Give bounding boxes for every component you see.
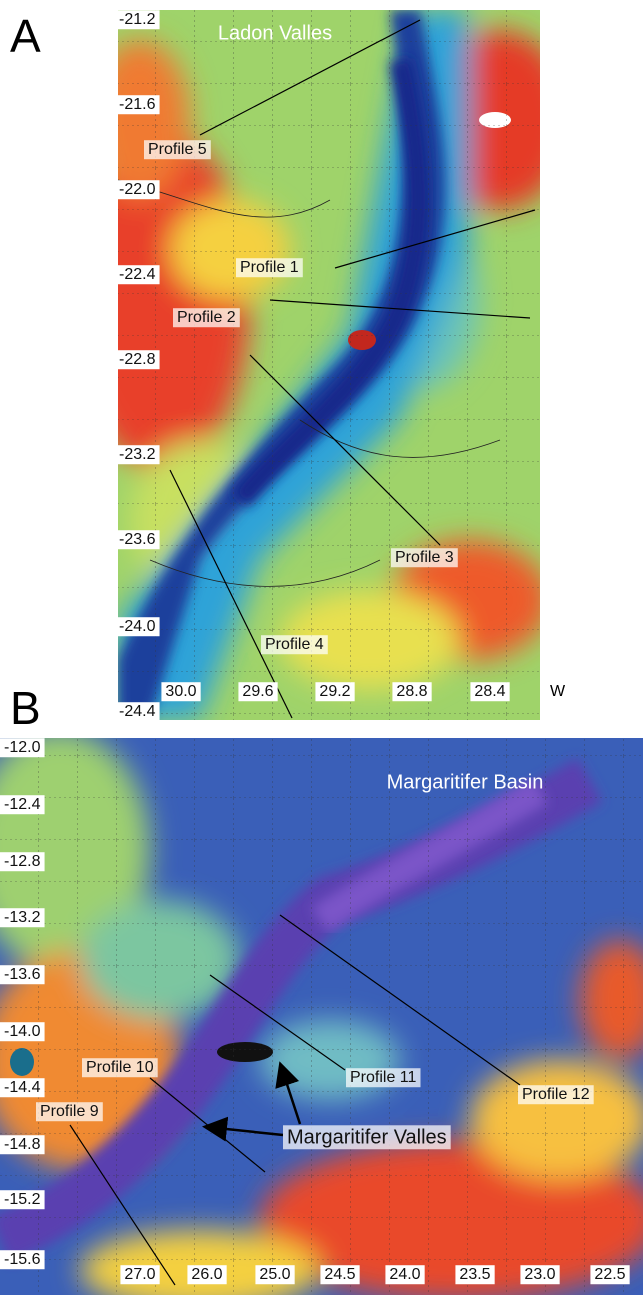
map-title: Ladon Valles (218, 22, 332, 44)
profile-label: Profile 3 (395, 549, 454, 566)
profile-lines-b (69, 914, 521, 1286)
lat-label: -22.0 (119, 181, 156, 198)
lat-label: -13.2 (4, 909, 41, 926)
profile-label: Profile 4 (265, 636, 324, 653)
lat-label-box (115, 445, 160, 465)
lat-label-box (0, 1135, 45, 1155)
lat-label-box (115, 265, 160, 285)
profile-label-box (236, 258, 303, 278)
panel-letter: B (10, 682, 41, 734)
annotation-box (283, 1125, 451, 1150)
lon-label: 26.0 (191, 1266, 222, 1283)
map-title: Margaritifer Basin (387, 771, 544, 793)
profile-label: Profile 11 (350, 1069, 417, 1086)
profile-label-box (144, 140, 211, 160)
lat-label: -12.8 (4, 853, 41, 870)
profile-label-box (173, 308, 240, 328)
lat-label: -15.2 (4, 1191, 41, 1208)
lat-label-box (0, 1022, 45, 1042)
lon-label: 24.0 (389, 1266, 420, 1283)
lon-label: 28.4 (474, 683, 505, 700)
lon-label: 27.0 (124, 1266, 155, 1283)
profile-label: Profile 5 (148, 141, 207, 158)
lat-label-box (115, 617, 160, 637)
lat-label-box (0, 795, 45, 815)
profile-label-box (346, 1068, 421, 1088)
lat-label: -23.2 (119, 446, 156, 463)
lat-label: -21.6 (119, 96, 156, 113)
lon-unit: W (550, 683, 566, 700)
lat-label: -23.6 (119, 531, 156, 548)
lon-label-box (455, 1265, 495, 1285)
lat-label: -12.4 (4, 796, 41, 813)
lat-label-box (115, 702, 160, 722)
lat-label-box (115, 180, 160, 200)
profile-label-box (518, 1085, 594, 1105)
lon-label: 24.5 (324, 1266, 355, 1283)
lon-label-box (520, 1265, 560, 1285)
lat-label-box (0, 965, 45, 985)
lon-label: 29.6 (242, 683, 273, 700)
lat-label-box (0, 1078, 45, 1098)
lon-label-box (392, 682, 432, 702)
lat-label: -24.4 (119, 703, 156, 720)
profile-label: Profile 1 (240, 259, 299, 276)
panel-letter: A (10, 10, 41, 62)
lon-label: 29.2 (319, 683, 350, 700)
lat-label: -13.6 (4, 966, 41, 983)
lon-label-box (315, 682, 355, 702)
profile-label-box (82, 1058, 158, 1078)
lat-label-box (0, 1250, 45, 1270)
lat-label-box (115, 530, 160, 550)
lat-label: -15.6 (4, 1251, 41, 1268)
profile-label: Profile 10 (86, 1059, 154, 1076)
lon-label-box (161, 682, 201, 702)
lat-label-box (115, 95, 160, 115)
lon-label-box (120, 1265, 160, 1285)
lat-label-box (115, 10, 160, 30)
lat-label-box (0, 1190, 45, 1210)
labels: A Ladon Valles -21.2 -21.6 -22.0 -22.4 -22.8 -2… (0, 10, 630, 1285)
lat-label-box (0, 738, 45, 758)
lon-label-box (470, 682, 510, 702)
profile-label: Profile 9 (40, 1103, 99, 1120)
lon-label-box (187, 1265, 227, 1285)
lon-label-box (590, 1265, 630, 1285)
lon-label-box (385, 1265, 425, 1285)
lon-label: 23.0 (524, 1266, 555, 1283)
lat-label-box (0, 852, 45, 872)
lon-label: 30.0 (165, 683, 196, 700)
lon-label: 25.0 (259, 1266, 290, 1283)
lat-label: -22.4 (119, 266, 156, 283)
lon-label-box (255, 1265, 295, 1285)
annotation: Margaritifer Valles (287, 1126, 447, 1148)
lon-label-box (320, 1265, 360, 1285)
lat-label-box (115, 350, 160, 370)
lat-label: -22.8 (119, 351, 156, 368)
profile-label: Profile 2 (177, 309, 236, 326)
lat-label: -12.0 (4, 739, 41, 756)
lat-label: -24.0 (119, 618, 156, 635)
lon-label: 28.8 (396, 683, 427, 700)
profile-lines-a (169, 19, 536, 719)
map-b (0, 738, 643, 1295)
profile-label-box (36, 1102, 103, 1122)
profile-label-box (391, 548, 458, 568)
lon-label: 22.5 (594, 1266, 625, 1283)
lon-label-box (238, 682, 278, 702)
lat-label: -14.0 (4, 1023, 41, 1040)
lat-label: -21.2 (119, 11, 156, 28)
lat-label: -14.4 (4, 1079, 41, 1096)
lon-label: 23.5 (459, 1266, 490, 1283)
profile-label: Profile 12 (522, 1086, 590, 1103)
lat-label: -14.8 (4, 1136, 41, 1153)
lat-label-box (0, 908, 45, 928)
profile-label-box (261, 635, 328, 655)
